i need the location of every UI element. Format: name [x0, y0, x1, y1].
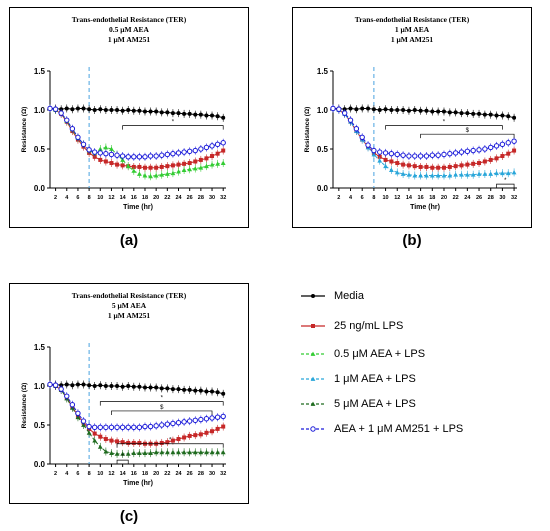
- legend-item-aea-1: 1 μM AEA + LPS: [300, 371, 416, 387]
- legend-swatch-aea-05: [301, 351, 325, 356]
- legend-item-aea-05: 0.5 μM AEA + LPS: [300, 346, 425, 362]
- legend-swatch-lps: [301, 324, 325, 328]
- legend-label-lps: 25 ng/mL LPS: [334, 320, 404, 332]
- legend-marker-0-5-m-aea-lps: [310, 351, 316, 356]
- panel-label-b: (b): [402, 232, 422, 249]
- legend-marker-1-m-aea-lps: [310, 376, 316, 381]
- legend-swatch-aea-5: [301, 401, 325, 406]
- legend-label-am251: AEA + 1 μM AM251 + LPS: [334, 423, 464, 435]
- legend-label-aea-1: 1 μM AEA + LPS: [334, 373, 416, 385]
- legend-swatch-aea-1: [301, 376, 325, 381]
- legend-marker-25-ng-ml-lps: [311, 324, 315, 328]
- legend-swatch-am251: [301, 426, 325, 432]
- panel-label-a: (a): [119, 232, 139, 249]
- panel-c-frame: [9, 283, 249, 504]
- legend-swatch-media: [301, 294, 325, 298]
- legend-label-aea-05: 0.5 μM AEA + LPS: [334, 348, 426, 360]
- panel-a-frame: [9, 7, 249, 228]
- legend-item-media: Media: [300, 288, 364, 304]
- legend-item-lps: 25 ng/mL LPS: [300, 318, 403, 334]
- legend-item-aea-5: 5 μM AEA + LPS: [300, 396, 416, 412]
- panel-b-frame: [292, 7, 532, 228]
- legend-marker-aea-1-m-am251-lps: [310, 426, 316, 432]
- legend-label-aea-5: 5 μM AEA + LPS: [334, 398, 416, 410]
- legend-marker-5-m-aea-lps: [310, 401, 316, 406]
- legend: Media 25 ng/mL LPS 0.5 μM AEA + LPS 1 μM…: [300, 288, 550, 448]
- panel-label-c: (c): [119, 508, 139, 525]
- legend-item-am251: AEA + 1 μM AM251 + LPS: [300, 421, 463, 437]
- legend-label-media: Media: [334, 290, 364, 302]
- legend-marker-media: [311, 294, 315, 298]
